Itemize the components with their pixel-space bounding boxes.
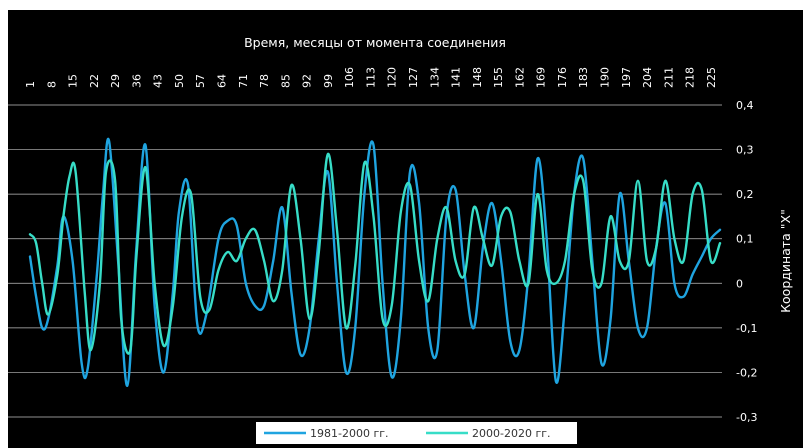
x-tick-label: 204 — [641, 67, 654, 88]
y-tick-label: -0,2 — [736, 366, 757, 379]
x-tick-label: 57 — [194, 74, 207, 88]
x-tick-label: 71 — [237, 74, 250, 88]
x-tick-label: 211 — [662, 67, 675, 88]
x-tick-label: 113 — [364, 67, 377, 88]
x-tick-label: 169 — [535, 67, 548, 88]
x-tick-label: 8 — [45, 81, 58, 88]
x-tick-label: 127 — [407, 67, 420, 88]
x-tick-label: 190 — [598, 67, 611, 88]
x-tick-label: 43 — [152, 74, 165, 88]
x-tick-label: 85 — [279, 74, 292, 88]
x-tick-label: 22 — [88, 74, 101, 88]
x-tick-label: 162 — [513, 67, 526, 88]
series-lines — [28, 137, 722, 388]
legend: 1981-2000 гг. 2000-2020 гг. — [256, 422, 577, 444]
x-axis-ticks: 1 8 15 22 29 36 43 50 57 64 71 78 85 92 99 106 113 120 127… — [24, 67, 718, 88]
y-axis-title: Координата "X" — [778, 209, 793, 313]
x-tick-label: 176 — [556, 67, 569, 88]
legend-label-2000-2020: 2000-2020 гг. — [472, 427, 551, 440]
x-tick-label: 15 — [67, 74, 80, 88]
y-tick-label: -0,1 — [736, 322, 757, 335]
y-tick-label: 0,4 — [736, 99, 754, 112]
x-tick-label: 183 — [577, 67, 590, 88]
x-tick-label: 225 — [705, 67, 718, 88]
x-tick-label: 120 — [386, 67, 399, 88]
x-tick-label: 29 — [109, 74, 122, 88]
x-tick-label: 1 — [24, 81, 37, 88]
y-axis-ticks: 0,4 0,3 0,2 0,1 0 -0,1 -0,2 -0,3 — [736, 99, 757, 424]
y-tick-label: 0,1 — [736, 233, 754, 246]
y-tick-label: 0 — [736, 277, 743, 290]
y-tick-label: 0,3 — [736, 144, 754, 157]
x-tick-label: 99 — [322, 74, 335, 88]
x-tick-label: 78 — [258, 74, 271, 88]
x-tick-label: 36 — [130, 74, 143, 88]
x-tick-label: 50 — [173, 74, 186, 88]
x-tick-label: 218 — [684, 67, 697, 88]
x-tick-label: 197 — [620, 67, 633, 88]
y-tick-label: 0,2 — [736, 188, 754, 201]
legend-background — [256, 422, 577, 444]
x-tick-label: 155 — [492, 67, 505, 88]
x-tick-label: 64 — [215, 74, 228, 88]
line-chart: Время, месяцы от момента соединения 1 8 15… — [8, 35, 793, 444]
x-tick-label: 148 — [471, 67, 484, 88]
chart-area: Время, месяцы от момента соединения 1 8 15… — [8, 10, 803, 448]
x-axis-title: Время, месяцы от момента соединения — [244, 35, 506, 50]
x-tick-label: 92 — [301, 74, 314, 88]
x-tick-label: 141 — [450, 67, 463, 88]
x-tick-label: 134 — [428, 67, 441, 88]
series-line-1981-2000 — [28, 137, 722, 388]
legend-label-1981-2000: 1981-2000 гг. — [310, 427, 389, 440]
y-tick-label: -0,3 — [736, 411, 757, 424]
series-line-2000-2020 — [28, 152, 722, 355]
x-tick-label: 106 — [343, 67, 356, 88]
